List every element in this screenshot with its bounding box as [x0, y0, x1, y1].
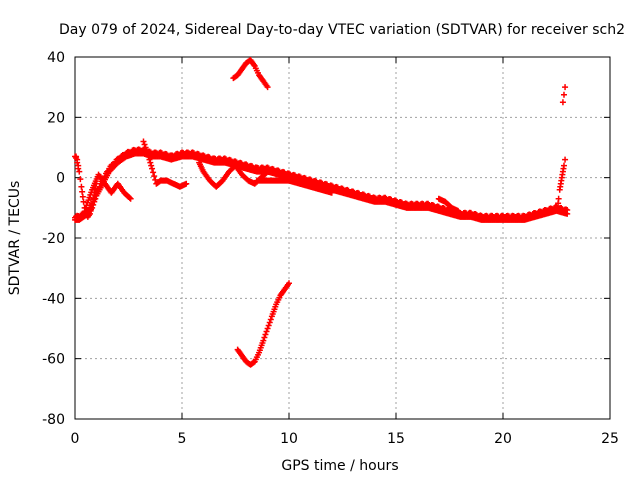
data-point: [79, 193, 86, 200]
data-point: [265, 322, 272, 329]
y-tick-label: -20: [42, 231, 65, 247]
data-point: [328, 189, 335, 196]
y-tick-label: 40: [47, 50, 65, 66]
data-point: [145, 153, 152, 160]
data-point: [74, 159, 81, 166]
data-point: [144, 150, 151, 157]
data-point: [560, 162, 567, 169]
data-point: [151, 173, 158, 180]
data-point: [126, 194, 133, 201]
y-tick-label: -60: [42, 352, 65, 368]
x-tick-label: 15: [387, 431, 405, 447]
plot-frame: [74, 56, 611, 420]
data-point: [142, 144, 149, 151]
data-point: [73, 153, 80, 160]
data-point: [262, 331, 269, 338]
data-point: [264, 325, 271, 332]
data-point: [562, 84, 569, 91]
tick-labels: 0 5 10 15 20 25 -80 -60 -40 -20 0 20 40: [42, 50, 619, 447]
x-tick-label: 20: [494, 431, 512, 447]
data-point: [286, 280, 292, 287]
series-late-spike: [559, 84, 569, 106]
series-upper-arc: [230, 57, 271, 91]
x-tick-label: 0: [71, 431, 80, 447]
data-point: [150, 169, 157, 176]
data-marks: [72, 57, 571, 368]
data-point: [559, 99, 566, 106]
y-axis-label: SDTVAR / TECUs: [7, 181, 23, 296]
series-main-band: [72, 146, 571, 223]
data-point: [143, 147, 150, 154]
data-point: [149, 165, 156, 172]
data-point: [250, 61, 257, 68]
data-point: [141, 141, 148, 148]
series-early-rise: [82, 171, 134, 211]
data-point: [560, 91, 567, 98]
axes: [74, 56, 611, 420]
data-point: [79, 188, 86, 195]
data-point: [127, 195, 134, 202]
data-point: [146, 156, 153, 163]
data-point: [266, 319, 273, 326]
y-tick-label: 0: [56, 171, 65, 187]
series-arc-9-11: [253, 177, 335, 196]
data-point: [562, 156, 569, 163]
data-point: [261, 334, 268, 341]
data-point: [76, 168, 83, 175]
y-tick-label: -40: [42, 291, 65, 307]
data-point: [264, 84, 271, 91]
x-tick-label: 10: [280, 431, 298, 447]
series-hump-3-4: [140, 138, 190, 190]
data-point: [148, 162, 155, 169]
data-point: [75, 165, 82, 172]
data-point: [455, 207, 462, 214]
data-point: [77, 176, 84, 183]
data-point: [264, 168, 271, 175]
x-axis-label: GPS time / hours: [281, 458, 398, 474]
chart-title: Day 079 of 2024, Sidereal Day-to-day VTE…: [59, 22, 625, 38]
data-point: [263, 169, 270, 176]
y-tick-label: 20: [47, 110, 65, 126]
data-point: [564, 207, 571, 214]
data-point: [140, 138, 147, 145]
data-point: [260, 337, 267, 344]
series-early-start: [73, 153, 82, 172]
data-point: [78, 183, 85, 190]
x-tick-label: 5: [178, 431, 187, 447]
series-lower-dip: [234, 280, 292, 368]
grid: [74, 56, 611, 420]
series-cluster-17: [435, 195, 462, 214]
data-point: [90, 195, 97, 202]
data-point: [183, 180, 190, 187]
series-final-rise: [554, 156, 569, 211]
x-tick-label: 25: [601, 431, 619, 447]
data-point: [263, 328, 270, 335]
data-point: [147, 159, 154, 166]
data-point: [80, 198, 87, 205]
y-tick-label: -80: [42, 412, 65, 428]
data-point: [555, 195, 562, 202]
data-point: [267, 316, 274, 323]
data-point: [89, 201, 96, 208]
